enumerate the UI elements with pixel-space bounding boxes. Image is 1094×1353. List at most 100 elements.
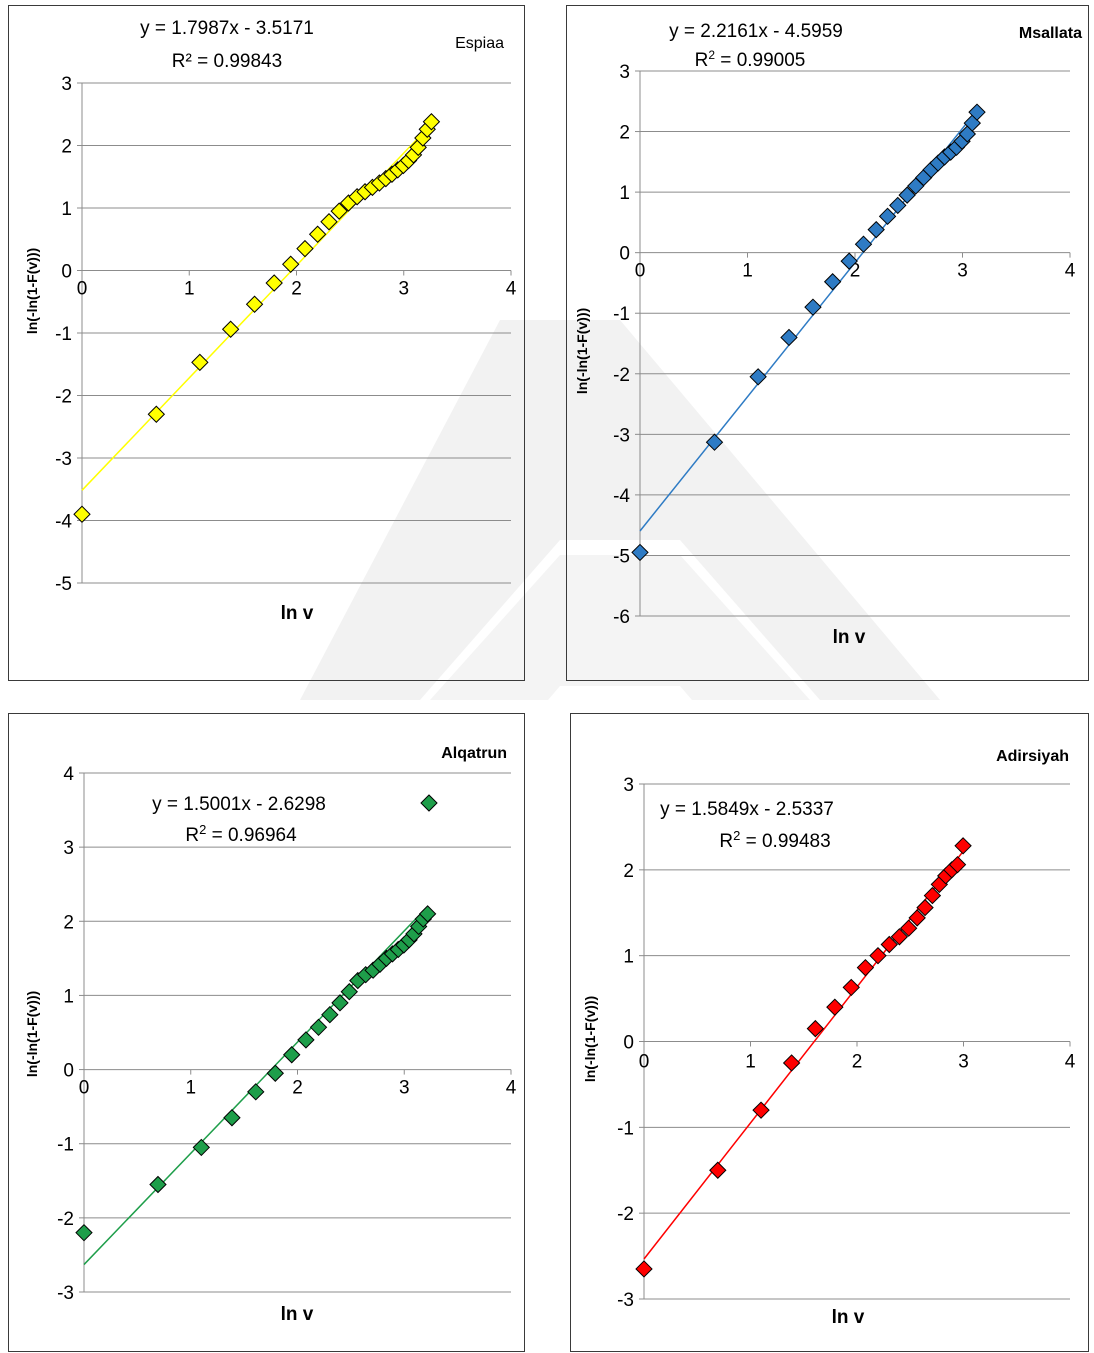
data-point bbox=[782, 1054, 801, 1072]
y-tick-label: -5 bbox=[613, 546, 630, 567]
r-squared-value: 0.99843 bbox=[214, 51, 283, 72]
y-axis-label: ln(-ln(1-F(v))) bbox=[574, 308, 590, 394]
data-point bbox=[749, 368, 767, 386]
data-point bbox=[948, 855, 967, 874]
y-tick-label: -4 bbox=[55, 512, 72, 533]
data-point bbox=[856, 958, 875, 977]
data-point bbox=[709, 1161, 727, 1179]
y-axis-label: ln(-ln(1-F(v))) bbox=[24, 991, 40, 1077]
data-point bbox=[867, 220, 885, 239]
x-tick-label: 3 bbox=[398, 279, 409, 300]
r-squared-prefix: R bbox=[695, 50, 709, 71]
data-point bbox=[898, 186, 916, 204]
x-tick-label: 0 bbox=[79, 1078, 90, 1099]
data-point bbox=[869, 946, 887, 965]
data-point bbox=[422, 113, 441, 131]
chart-title: Espiaa bbox=[455, 35, 504, 52]
y-tick-label: -2 bbox=[617, 1204, 634, 1225]
r-squared-exponent: 2 bbox=[199, 822, 206, 837]
y-tick-label: 3 bbox=[623, 775, 634, 796]
data-point bbox=[223, 1109, 241, 1127]
r-squared-prefix: R bbox=[719, 831, 733, 852]
data-point bbox=[705, 433, 724, 451]
y-tick-label: -2 bbox=[57, 1209, 74, 1230]
trendline-equation: y = 2.2161x - 4.5959 bbox=[669, 21, 843, 42]
y-tick-label: 3 bbox=[619, 62, 630, 83]
y-tick-label: 2 bbox=[623, 861, 634, 882]
x-tick-label: 4 bbox=[1065, 1052, 1076, 1073]
r-squared-exponent: 2 bbox=[733, 828, 740, 843]
chart-title: Alqatrun bbox=[441, 745, 507, 762]
r-squared-equals: = bbox=[740, 831, 762, 852]
r-squared: R2 = 0.99005 bbox=[695, 48, 806, 71]
r-squared-value: 0.96964 bbox=[228, 825, 297, 846]
y-tick-label: -1 bbox=[613, 304, 630, 325]
data-point bbox=[73, 505, 91, 523]
x-tick-label: 3 bbox=[399, 1078, 410, 1099]
data-point bbox=[147, 405, 166, 423]
chart-title: Msallata bbox=[1019, 25, 1082, 42]
y-tick-label: 2 bbox=[63, 912, 74, 933]
data-point bbox=[296, 239, 314, 258]
r-squared-value: 0.99483 bbox=[762, 831, 831, 852]
x-tick-label: 3 bbox=[957, 261, 968, 282]
y-tick-label: -3 bbox=[613, 425, 630, 446]
y-tick-label: -1 bbox=[57, 1135, 74, 1156]
data-point bbox=[191, 353, 209, 372]
y-tick-label: -3 bbox=[617, 1290, 634, 1311]
data-point bbox=[923, 886, 942, 905]
trendline-equation: y = 1.7987x - 3.5171 bbox=[140, 18, 314, 39]
data-point bbox=[221, 320, 240, 338]
data-point bbox=[752, 1101, 770, 1119]
y-tick-label: 1 bbox=[63, 986, 74, 1007]
x-tick-label: 2 bbox=[291, 279, 302, 300]
y-tick-label: 1 bbox=[623, 947, 634, 968]
r-squared-exponent: 2 bbox=[708, 48, 715, 62]
y-tick-label: 0 bbox=[623, 1033, 634, 1054]
x-axis-label: ln v bbox=[281, 603, 314, 624]
x-tick-label: 4 bbox=[1065, 261, 1076, 282]
data-point bbox=[331, 994, 349, 1012]
data-point bbox=[804, 298, 822, 316]
data-point bbox=[631, 543, 649, 562]
data-point bbox=[889, 196, 907, 215]
x-tick-label: 1 bbox=[185, 1078, 196, 1099]
chart-adirsiyah: -3 -2 -1 0 1 2 3 0 1 2 3 4 y = 1.5849x - 2.5337 R2 = … bbox=[582, 748, 1076, 1328]
data-point bbox=[908, 909, 926, 927]
x-tick-label: 1 bbox=[742, 261, 753, 282]
data-point bbox=[297, 1031, 315, 1049]
data-point bbox=[954, 837, 972, 855]
y-tick-label: 3 bbox=[63, 838, 74, 859]
data-point bbox=[842, 978, 860, 997]
data-point bbox=[899, 919, 918, 937]
y-tick-label: -2 bbox=[55, 387, 72, 408]
y-tick-label: -1 bbox=[55, 324, 72, 345]
y-tick-label: 1 bbox=[619, 183, 630, 204]
data-point bbox=[968, 103, 986, 121]
r-squared: R2 = 0.96964 bbox=[185, 822, 297, 846]
data-point bbox=[321, 1005, 339, 1024]
data-point bbox=[854, 235, 873, 253]
x-axis-label: ln v bbox=[833, 627, 866, 648]
data-point bbox=[780, 328, 798, 347]
y-tick-label: -4 bbox=[613, 486, 630, 507]
r-squared-prefix: R² = bbox=[172, 51, 214, 72]
data-point bbox=[890, 928, 909, 946]
chart-panel-alqatrun: -3 -2 -1 0 1 2 3 4 0 1 2 3 4 y = 1.5001x - 2.6298 R2 =… bbox=[8, 713, 525, 1352]
y-tick-label: 1 bbox=[61, 199, 72, 220]
x-tick-label: 2 bbox=[292, 1078, 303, 1099]
data-point bbox=[635, 1260, 653, 1278]
y-tick-label: -3 bbox=[57, 1283, 74, 1304]
x-axis-label: ln v bbox=[832, 1307, 865, 1328]
data-point bbox=[266, 1064, 285, 1082]
data-point bbox=[340, 983, 358, 1001]
data-point bbox=[880, 935, 898, 954]
data-point bbox=[823, 273, 842, 291]
y-axis-label: ln(-ln(1-F(v))) bbox=[24, 248, 40, 334]
data-point bbox=[75, 1223, 93, 1242]
x-tick-label: 2 bbox=[852, 1052, 863, 1073]
data-point bbox=[840, 252, 858, 270]
y-tick-label: -6 bbox=[613, 607, 630, 628]
r-squared-value: 0.99005 bbox=[737, 50, 806, 71]
data-point bbox=[282, 255, 300, 273]
